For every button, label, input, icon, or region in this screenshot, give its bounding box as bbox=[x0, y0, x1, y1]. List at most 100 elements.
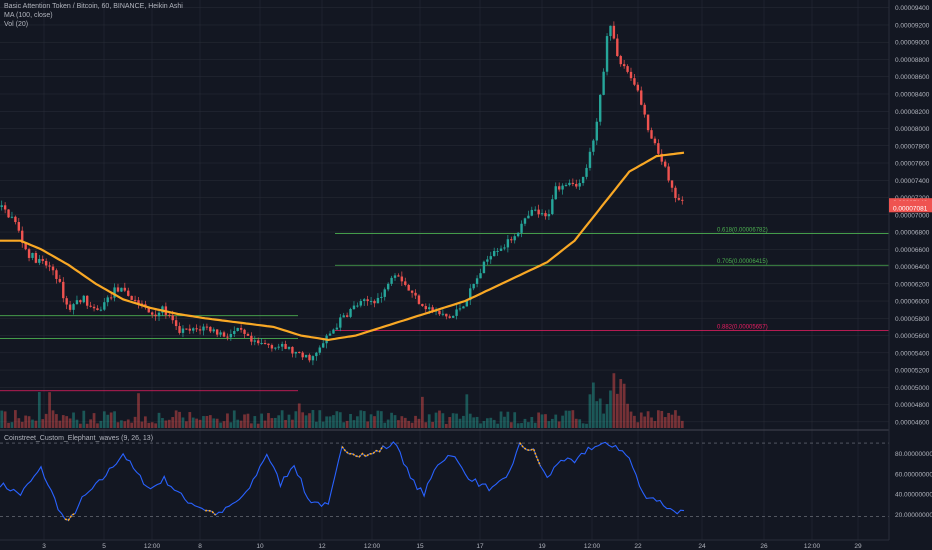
candle-body bbox=[482, 261, 486, 274]
candle-body bbox=[34, 252, 38, 263]
fib-retracement-lines[interactable]: 0.618(0.00006782) 0.705(0.00006415) 0.882(… bbox=[0, 228, 889, 392]
oscillator-legend[interactable]: Coinstreet_Custom_Elephant_waves (9, 26,… bbox=[4, 435, 154, 442]
volume-bar bbox=[615, 393, 619, 428]
volume-bar bbox=[3, 411, 7, 428]
chart-legend[interactable]: Basic Attention Token / Bitcoin, 60, BIN… bbox=[4, 2, 183, 29]
candle-body bbox=[424, 306, 427, 310]
volume-bar bbox=[626, 403, 629, 428]
candle-body bbox=[202, 326, 205, 331]
candle-body bbox=[332, 329, 335, 334]
volume-bar bbox=[301, 412, 305, 428]
candle-body bbox=[448, 316, 451, 318]
candle-body bbox=[592, 140, 595, 152]
price-axis[interactable]: 0.00009400 0.00009200 0.00009000 0.00008800… bbox=[895, 5, 930, 426]
volume-bar bbox=[308, 413, 311, 428]
ma-legend[interactable]: MA (100, close) bbox=[4, 12, 53, 19]
volume-bar bbox=[554, 414, 558, 428]
candle-body bbox=[168, 314, 171, 316]
oscillator-pane bbox=[0, 441, 889, 522]
candle-body bbox=[212, 329, 215, 332]
candle-body bbox=[270, 345, 274, 349]
candle-body bbox=[380, 296, 383, 298]
candle-body bbox=[253, 340, 256, 342]
volume-bar bbox=[503, 416, 506, 428]
candle-body bbox=[677, 198, 681, 200]
candle-body bbox=[318, 347, 321, 353]
candle-body bbox=[243, 329, 246, 334]
candle-body bbox=[496, 250, 499, 252]
candle-body bbox=[609, 25, 612, 37]
volume-bar bbox=[85, 423, 89, 428]
volume-bar bbox=[680, 420, 684, 428]
volume-bar bbox=[568, 410, 571, 428]
candle-body bbox=[547, 214, 551, 217]
volume-bar bbox=[75, 419, 79, 428]
volume-bar bbox=[424, 422, 428, 428]
volume-bar bbox=[174, 410, 178, 428]
candle-body bbox=[557, 186, 561, 190]
candle-body bbox=[585, 167, 588, 177]
volume-bar bbox=[236, 419, 240, 428]
candle-body bbox=[181, 328, 185, 333]
volume-bar bbox=[592, 382, 595, 428]
candle-body bbox=[205, 326, 209, 328]
volume-bar bbox=[7, 422, 10, 428]
candle-body bbox=[540, 213, 544, 215]
candle-body bbox=[103, 302, 106, 310]
volume-bar bbox=[609, 390, 612, 428]
time-tick-label: 22 bbox=[634, 543, 642, 550]
volume-bar bbox=[277, 415, 281, 428]
volume-bar bbox=[598, 398, 602, 428]
volume-legend[interactable]: Vol (20) bbox=[4, 21, 29, 28]
volume-bar bbox=[171, 417, 175, 428]
candle-body bbox=[14, 216, 17, 223]
candle-body bbox=[236, 327, 239, 332]
volume-bar bbox=[140, 421, 144, 428]
candle-body bbox=[154, 314, 157, 317]
candle-body bbox=[120, 287, 123, 292]
volume-bar bbox=[373, 416, 376, 428]
candle-body bbox=[92, 306, 96, 309]
volume-bar bbox=[287, 414, 291, 428]
volume-bar bbox=[150, 422, 154, 428]
candle-body bbox=[674, 187, 677, 199]
candle-body bbox=[445, 313, 448, 317]
candle-body bbox=[229, 333, 233, 338]
volume-bar bbox=[61, 415, 65, 428]
oscillator-axis[interactable]: 80.00000000 60.00000000 40.00000000 20.0000… bbox=[895, 451, 932, 519]
volume-bar bbox=[356, 416, 359, 428]
volume-bar bbox=[359, 410, 363, 428]
volume-bar bbox=[397, 420, 400, 428]
symbol-title[interactable]: Basic Attention Token / Bitcoin, 60, BIN… bbox=[4, 3, 183, 10]
volume-bar bbox=[622, 383, 626, 428]
candle-body bbox=[417, 295, 421, 304]
volume-bar bbox=[537, 412, 541, 428]
volume-bar bbox=[527, 422, 530, 428]
price-tick-label: 0.00007600 bbox=[895, 161, 930, 168]
volume-bar bbox=[427, 414, 431, 428]
volume-bar bbox=[31, 419, 34, 428]
candle-body bbox=[386, 283, 390, 290]
candle-body bbox=[233, 331, 236, 334]
time-axis[interactable]: 3 5 12:00 8 10 12 12:00 15 17 19 12:00 22 24 26 12:00 2… bbox=[42, 543, 862, 550]
candle-body bbox=[7, 209, 10, 218]
volume-bar bbox=[68, 418, 72, 428]
time-tick-label: 5 bbox=[102, 543, 106, 550]
price-tick-label: 0.00004800 bbox=[895, 402, 930, 409]
volume-bar bbox=[58, 420, 62, 428]
volume-bar bbox=[516, 423, 520, 428]
volume-bar bbox=[27, 416, 31, 428]
volume-bar bbox=[349, 413, 352, 428]
candle-body bbox=[410, 290, 414, 293]
candle-body bbox=[605, 36, 609, 72]
volume-bar bbox=[82, 410, 86, 428]
volume-bar bbox=[246, 413, 250, 428]
candle-body bbox=[171, 315, 174, 321]
candle-body bbox=[130, 295, 133, 300]
candle-body bbox=[462, 306, 465, 309]
candle-body bbox=[284, 343, 287, 349]
candle-body bbox=[626, 66, 629, 72]
volume-bar bbox=[51, 410, 55, 428]
volume-bar bbox=[123, 421, 127, 428]
